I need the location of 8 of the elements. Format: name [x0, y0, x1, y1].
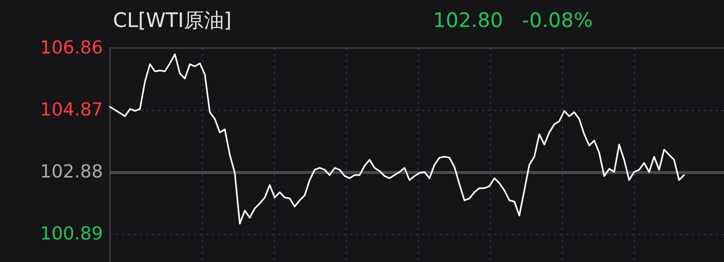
y-tick-label: 106.86 [40, 38, 103, 58]
line-series [109, 53, 685, 224]
text: 102.80 [433, 8, 503, 32]
text: -0.08% [522, 8, 593, 32]
chart-title: CL[WTI原油] [113, 8, 232, 32]
y-tick-label: 104.87 [40, 99, 103, 120]
y-tick-label: 102.88 [40, 161, 103, 182]
y-tick-label: 100.89 [40, 223, 103, 244]
